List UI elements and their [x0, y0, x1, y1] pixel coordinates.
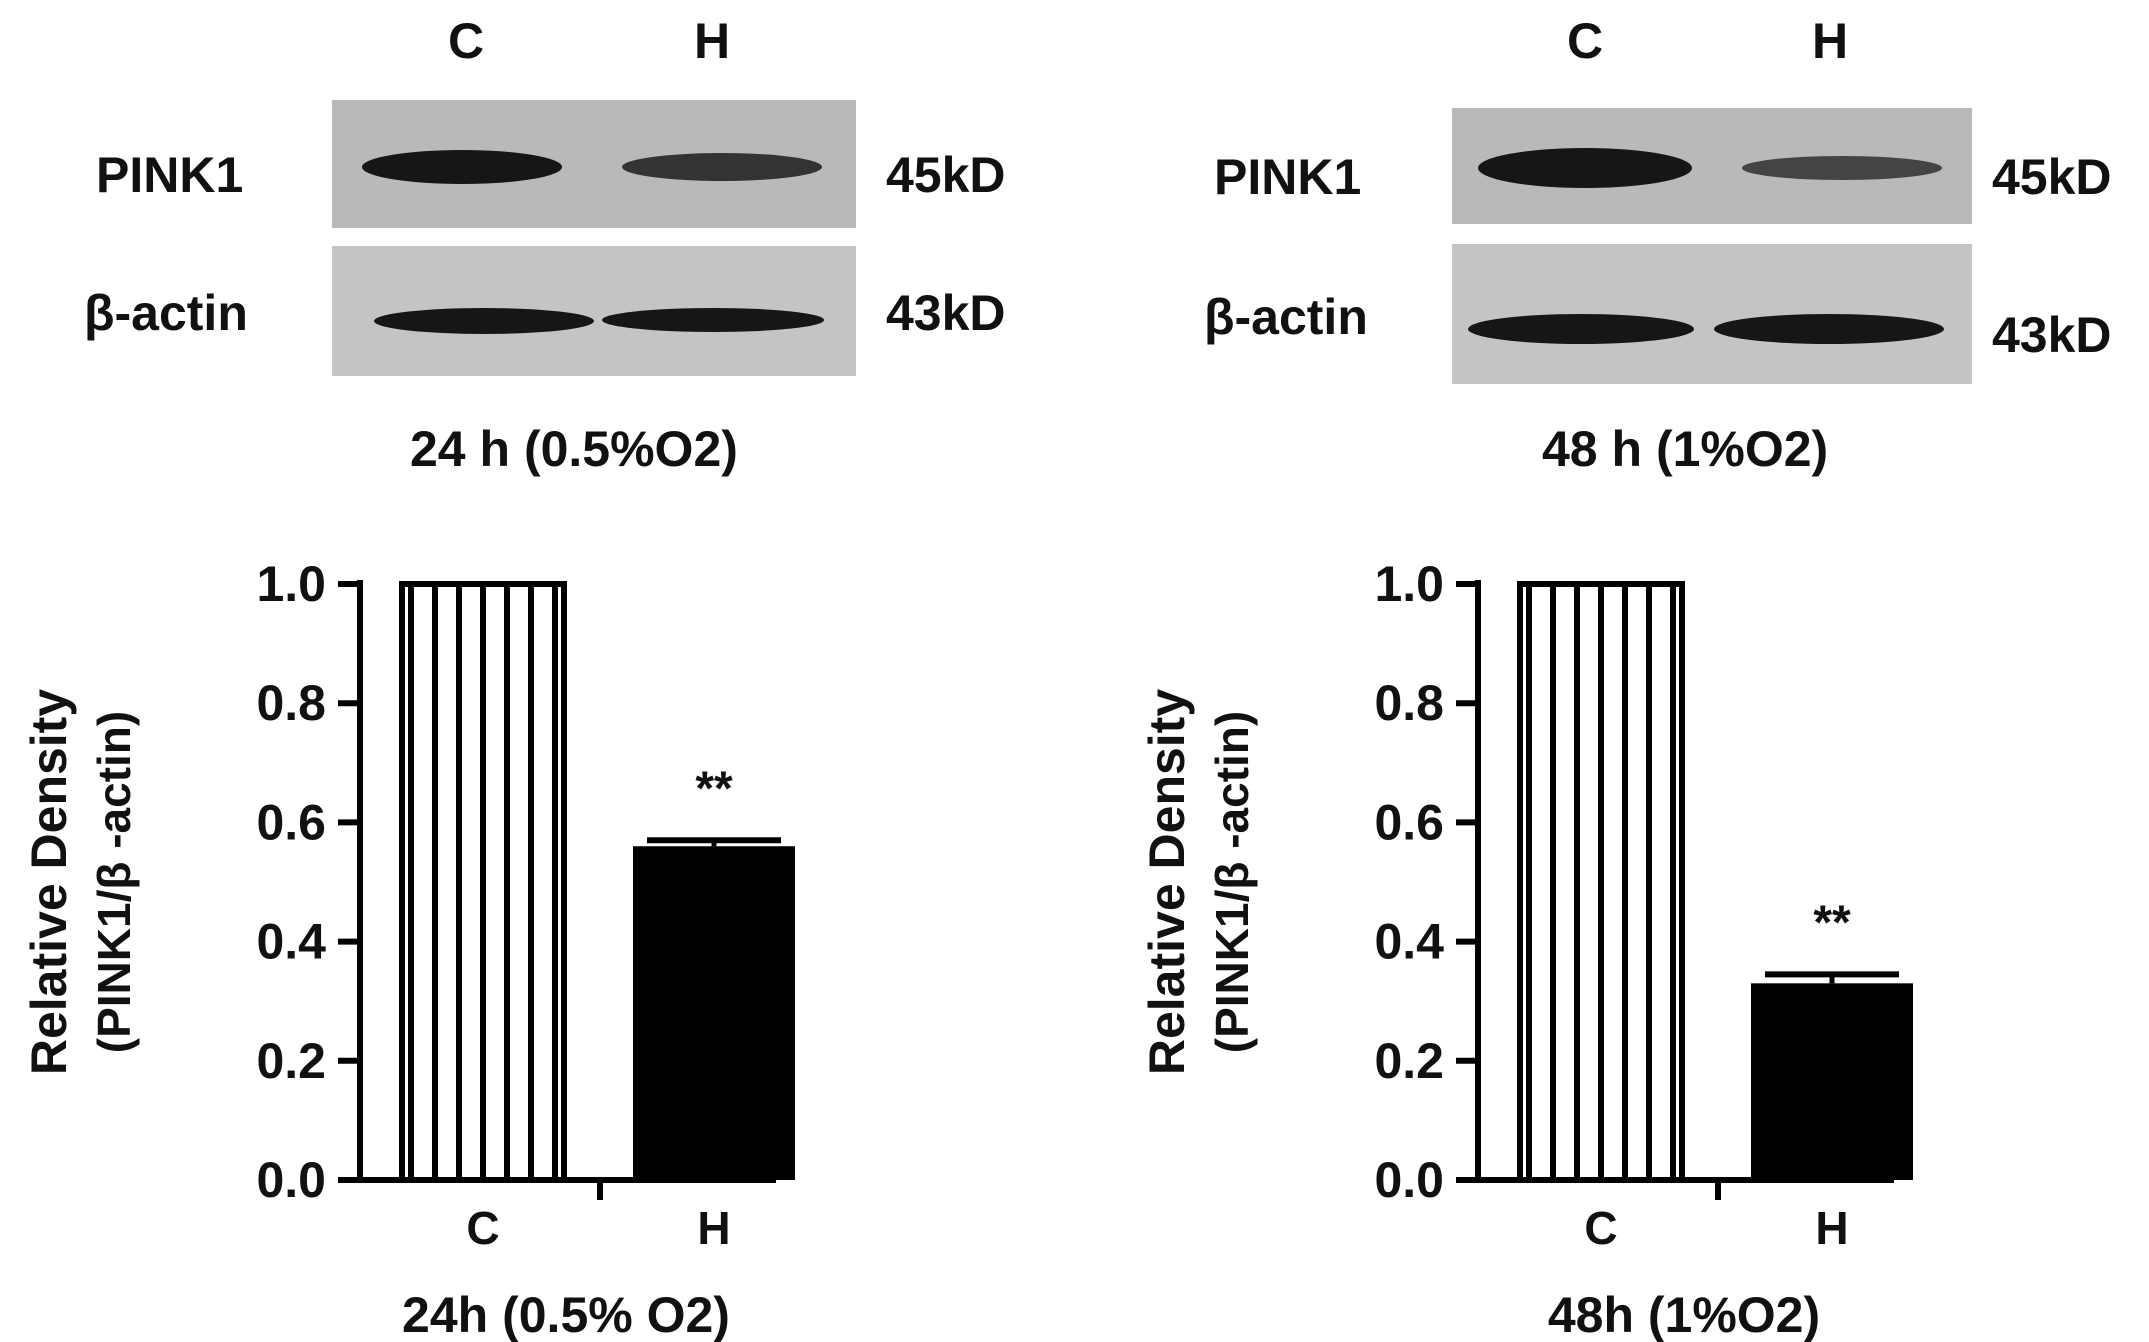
y-tick-label: 0.2: [256, 1033, 326, 1089]
western-blot-pink1: [1452, 108, 1972, 224]
western-blot-beta-actin: [332, 246, 856, 376]
panel-24h: C H PINK1 45kD β-actin 43kD 24 h (0.5%O2…: [0, 0, 1074, 1342]
bar-c: [1517, 581, 1685, 1183]
bar-chart-24h: ** 0.0 0.2 0.4 0.6 0.8 1.0 C H 24h (0.5% O2) Relat…: [21, 556, 795, 1342]
kd-label-beta-actin: 43kD: [1992, 307, 2112, 363]
lane-label-c: C: [1567, 13, 1604, 69]
kd-label-beta-actin: 43kD: [886, 285, 1006, 341]
western-blot-beta-actin: [1452, 244, 1972, 384]
y-axis-label: Relative Density: [21, 689, 77, 1075]
y-tick-label: 0.0: [256, 1152, 326, 1208]
band-pink1-c: [362, 150, 562, 184]
x-axis-label: 24h (0.5% O2): [402, 1287, 730, 1342]
kd-label-pink1: 45kD: [1992, 149, 2112, 205]
y-tick-label: 1.0: [1374, 556, 1444, 612]
blot-label-pink1: PINK1: [1214, 149, 1362, 205]
blot-condition-label: 48 h (1%O2): [1542, 421, 1829, 477]
blot-label-pink1: PINK1: [96, 147, 244, 203]
y-tick-label: 0.8: [1374, 675, 1444, 731]
bar-h: [1751, 983, 1913, 1180]
band-beta-actin-h: [602, 308, 824, 332]
bar-c: [399, 581, 567, 1183]
band-beta-actin-h: [1714, 314, 1944, 344]
bar-chart-48h: ** 0.0 0.2 0.4 0.6 0.8 1.0 C H 48h (1%O2) Relative…: [1139, 556, 1913, 1342]
y-tick-label: 0.4: [256, 914, 326, 970]
x-axis-label: 48h (1%O2): [1548, 1287, 1820, 1342]
y-tick-label: 0.4: [1374, 914, 1444, 970]
band-pink1-c: [1478, 148, 1692, 188]
y-tick-label: 0.8: [256, 675, 326, 731]
y-tick-label: 0.6: [256, 794, 326, 850]
lane-label-h: H: [1812, 13, 1849, 69]
blot-condition-label: 24 h (0.5%O2): [410, 421, 738, 477]
lane-label-h: H: [694, 13, 731, 69]
significance-annotation: **: [695, 762, 733, 815]
x-tick-label: C: [466, 1202, 499, 1254]
x-tick-label: H: [1815, 1202, 1848, 1254]
significance-annotation: **: [1813, 896, 1851, 949]
panel-48h: C H PINK1 45kD β-actin 43kD 48 h (1%O2) …: [1118, 0, 2149, 1342]
y-axis-label-sub: (PINK1/β -actin): [1206, 711, 1258, 1053]
blot-label-beta-actin: β-actin: [1204, 289, 1368, 345]
band-pink1-h: [622, 153, 822, 181]
y-tick-label: 1.0: [256, 556, 326, 612]
kd-label-pink1: 45kD: [886, 147, 1006, 203]
band-beta-actin-c: [1468, 314, 1694, 344]
bar-h: [633, 846, 795, 1180]
x-tick-label: H: [697, 1202, 730, 1254]
lane-label-c: C: [448, 13, 485, 69]
y-axis-label: Relative Density: [1139, 689, 1195, 1075]
y-axis-label-sub: (PINK1/β -actin): [88, 711, 140, 1053]
y-tick-label: 0.6: [1374, 794, 1444, 850]
western-blot-pink1: [332, 100, 856, 228]
band-beta-actin-c: [374, 308, 594, 334]
y-tick-label: 0.2: [1374, 1033, 1444, 1089]
blot-label-beta-actin: β-actin: [84, 285, 248, 341]
band-pink1-h: [1742, 156, 1942, 180]
x-tick-label: C: [1584, 1202, 1617, 1254]
y-tick-label: 0.0: [1374, 1152, 1444, 1208]
